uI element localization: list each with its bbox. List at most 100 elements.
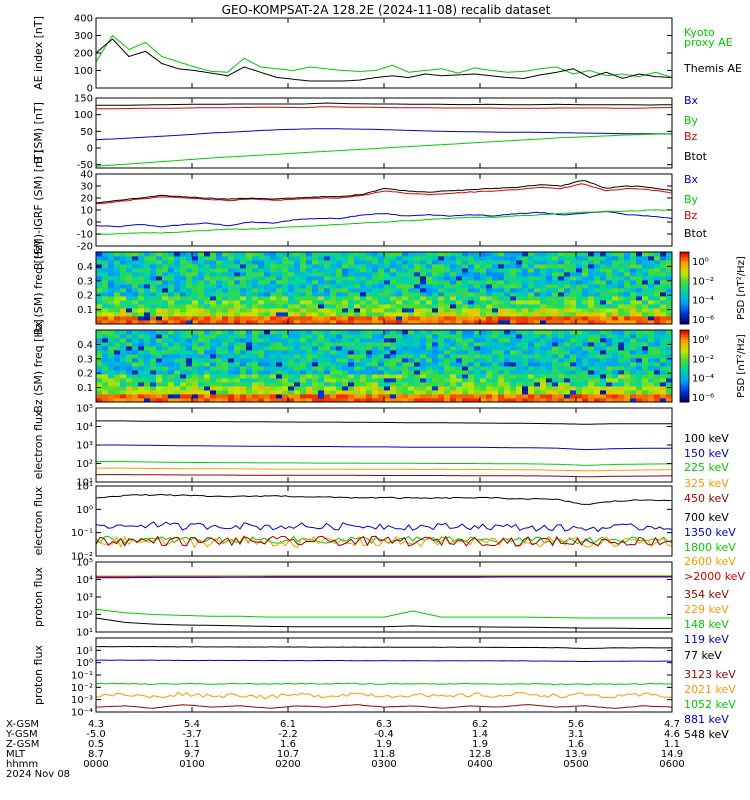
spectrogram-cell xyxy=(336,288,343,293)
spectrogram-cell xyxy=(456,308,463,313)
spectrogram-cell xyxy=(180,304,187,309)
spectrogram-cell xyxy=(570,382,577,387)
spectrogram-cell xyxy=(258,268,265,273)
spectrogram-cell xyxy=(660,272,667,277)
spectrogram-cell xyxy=(600,354,607,359)
spectrogram-cell xyxy=(648,300,655,305)
spectrogram-cell xyxy=(366,312,373,317)
spectrogram-cell xyxy=(606,378,613,383)
spectrogram-cell xyxy=(630,390,637,395)
spectrogram-cell xyxy=(234,304,241,309)
spectrogram-cell xyxy=(288,374,295,379)
spectrogram-cell xyxy=(330,320,337,325)
spectrogram-cell xyxy=(228,268,235,273)
spectrogram-cell xyxy=(606,264,613,269)
spectrogram-cell xyxy=(354,304,361,309)
spectrogram-cell xyxy=(414,338,421,343)
spectrogram-cell xyxy=(624,362,631,367)
spectrogram-cell xyxy=(570,354,577,359)
spectrogram-cell xyxy=(552,338,559,343)
spectrogram-cell xyxy=(156,334,163,339)
spectrogram-cell xyxy=(198,296,205,301)
spectrogram-cell xyxy=(240,296,247,301)
spectrogram-cell xyxy=(630,354,637,359)
spectrogram-cell xyxy=(156,330,163,335)
spectrogram-cell xyxy=(276,312,283,317)
spectrogram-cell xyxy=(588,354,595,359)
spectrogram-cell xyxy=(114,374,121,379)
spectrogram-cell xyxy=(360,346,367,351)
spectrogram-cell xyxy=(216,366,223,371)
spectrogram-cell xyxy=(378,292,385,297)
spectrogram-cell xyxy=(120,338,127,343)
spectrogram-cell xyxy=(246,272,253,277)
spectrogram-cell xyxy=(414,304,421,309)
spectrogram-cell xyxy=(186,300,193,305)
ephemeris-value: -0.4 xyxy=(374,729,394,740)
spectrogram-cell xyxy=(480,308,487,313)
colorbar-segment xyxy=(680,307,689,311)
spectrogram-cell xyxy=(312,304,319,309)
spectrogram-cell xyxy=(120,382,127,387)
spectrogram-cell xyxy=(558,362,565,367)
spectrogram-cell xyxy=(192,284,199,289)
spectrogram-cell xyxy=(558,264,565,269)
spectrogram-cell xyxy=(210,330,217,335)
y-tick-label: 10² xyxy=(76,610,93,621)
spectrogram-cell xyxy=(270,280,277,285)
spectrogram-cell xyxy=(276,366,283,371)
spectrogram-cell xyxy=(654,320,661,325)
colorbar-tick-label: 10⁻² xyxy=(692,276,714,287)
spectrogram-cell xyxy=(522,320,529,325)
spectrogram-cell xyxy=(162,370,169,375)
spectrogram-cell xyxy=(570,268,577,273)
spectrogram-cell xyxy=(516,320,523,325)
spectrogram-cell xyxy=(294,386,301,391)
spectrogram-cell xyxy=(468,252,475,257)
spectrogram-cell xyxy=(408,272,415,277)
spectrogram-cell xyxy=(360,272,367,277)
spectrogram-cell xyxy=(396,366,403,371)
y-tick-label: 0.3 xyxy=(77,276,93,287)
spectrogram-cell xyxy=(114,316,121,321)
spectrogram-cell xyxy=(432,296,439,301)
legend-entry: 77 keV xyxy=(684,649,722,662)
spectrogram-cell xyxy=(630,334,637,339)
spectrogram-cell xyxy=(666,398,673,403)
spectrogram-cell xyxy=(348,334,355,339)
spectrogram-cell xyxy=(528,350,535,355)
spectrogram-cell xyxy=(402,378,409,383)
spectrogram-cell xyxy=(126,334,133,339)
spectrogram-cell xyxy=(252,374,259,379)
spectrogram-cell xyxy=(210,386,217,391)
spectrogram-cell xyxy=(612,382,619,387)
spectrogram-cell xyxy=(444,398,451,403)
spectrogram-cell xyxy=(138,280,145,285)
spectrogram-cell xyxy=(138,276,145,281)
spectrogram-cell xyxy=(108,358,115,363)
spectrogram-cell xyxy=(456,252,463,257)
spectrogram-cell xyxy=(654,350,661,355)
spectrogram-cell xyxy=(270,260,277,265)
spectrogram-cell xyxy=(108,366,115,371)
spectrogram-cell xyxy=(366,276,373,281)
spectrogram-cell xyxy=(276,296,283,301)
spectrogram-cell xyxy=(498,398,505,403)
spectrogram-cell xyxy=(276,268,283,273)
colorbar-segment xyxy=(680,285,689,289)
spectrogram-cell xyxy=(324,272,331,277)
spectrogram-cell xyxy=(240,292,247,297)
spectrogram-cell xyxy=(120,386,127,391)
spectrogram-cell xyxy=(552,382,559,387)
spectrogram-cell xyxy=(588,304,595,309)
spectrogram-cell xyxy=(630,288,637,293)
spectrogram-cell xyxy=(420,272,427,277)
spectrogram-cell xyxy=(414,272,421,277)
spectrogram-cell xyxy=(474,370,481,375)
spectrogram-cell xyxy=(192,346,199,351)
spectrogram-cell xyxy=(432,378,439,383)
spectrogram-cell xyxy=(540,260,547,265)
spectrogram-cell xyxy=(576,354,583,359)
y-tick-label: 20 xyxy=(80,194,93,205)
spectrogram-cell xyxy=(438,370,445,375)
